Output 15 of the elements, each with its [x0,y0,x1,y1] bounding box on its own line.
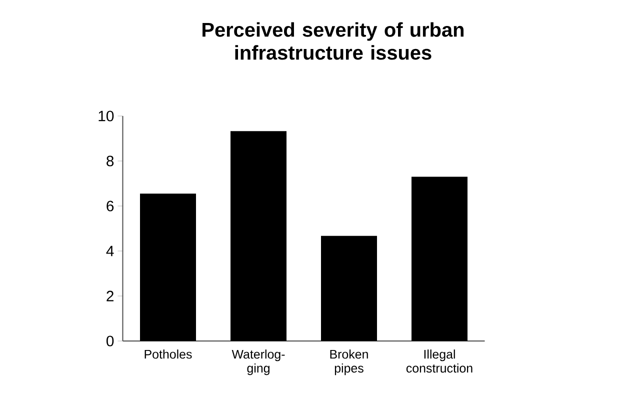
bar [412,176,468,341]
bar [140,194,196,341]
x-tick-label: Waterlog-ging [232,350,285,376]
x-tick-label: Broken pipes [330,350,368,376]
y-tick-label: 4 [106,246,114,256]
y-tick-label: 6 [106,200,114,212]
y-tick-label: 2 [106,290,114,302]
y-tick-label: 0 [106,336,114,346]
y-tick-label: 10 [98,110,114,122]
y-tick-label: 8 [106,156,114,166]
bar [230,131,287,341]
x-tick-label: Illegal construction [406,350,472,373]
chart-title: Perceived severity of urban infrastructure issues [202,22,464,60]
x-tick-label: Potholes [144,350,192,359]
bar [321,236,378,341]
